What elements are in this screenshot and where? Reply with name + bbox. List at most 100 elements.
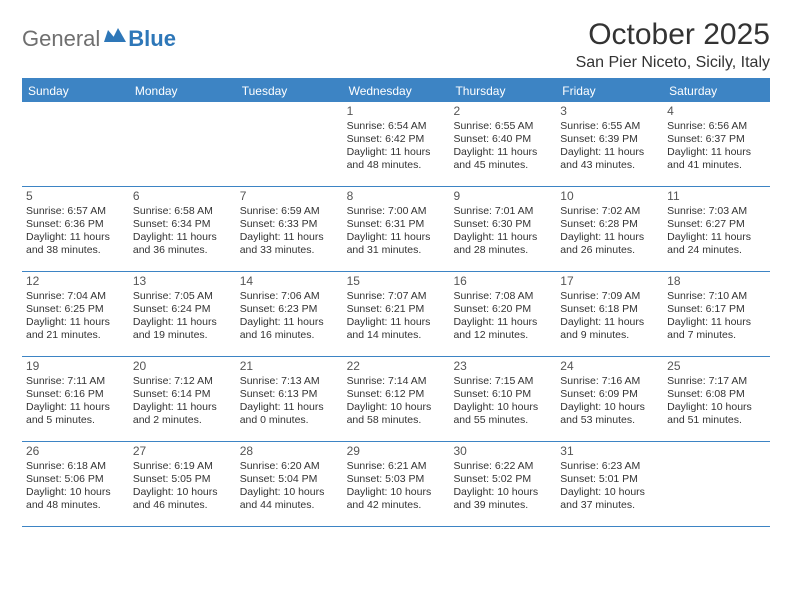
calendar-day-cell: 21Sunrise: 7:13 AMSunset: 6:13 PMDayligh… xyxy=(236,357,343,441)
calendar-day-cell: 5Sunrise: 6:57 AMSunset: 6:36 PMDaylight… xyxy=(22,187,129,271)
day-number: 24 xyxy=(560,359,659,374)
sunset-line: Sunset: 6:21 PM xyxy=(347,303,446,316)
calendar-day-cell: 23Sunrise: 7:15 AMSunset: 6:10 PMDayligh… xyxy=(449,357,556,441)
day-number: 6 xyxy=(133,189,232,204)
calendar-empty-cell xyxy=(663,442,770,526)
weekday-header: Thursday xyxy=(449,80,556,102)
brand-logo: General Blue xyxy=(22,18,176,54)
calendar-day-cell: 17Sunrise: 7:09 AMSunset: 6:18 PMDayligh… xyxy=(556,272,663,356)
calendar-day-cell: 7Sunrise: 6:59 AMSunset: 6:33 PMDaylight… xyxy=(236,187,343,271)
calendar-day-cell: 10Sunrise: 7:02 AMSunset: 6:28 PMDayligh… xyxy=(556,187,663,271)
calendar-day-cell: 19Sunrise: 7:11 AMSunset: 6:16 PMDayligh… xyxy=(22,357,129,441)
sunset-line: Sunset: 6:36 PM xyxy=(26,218,125,231)
calendar-day-cell: 6Sunrise: 6:58 AMSunset: 6:34 PMDaylight… xyxy=(129,187,236,271)
daylight-line: Daylight: 11 hours and 41 minutes. xyxy=(667,146,766,172)
sunrise-line: Sunrise: 6:55 AM xyxy=(560,120,659,133)
day-number: 13 xyxy=(133,274,232,289)
sunset-line: Sunset: 6:10 PM xyxy=(453,388,552,401)
sunrise-line: Sunrise: 7:14 AM xyxy=(347,375,446,388)
day-number: 29 xyxy=(347,444,446,459)
day-number: 16 xyxy=(453,274,552,289)
sunrise-line: Sunrise: 7:11 AM xyxy=(26,375,125,388)
sunrise-line: Sunrise: 7:01 AM xyxy=(453,205,552,218)
daylight-line: Daylight: 11 hours and 16 minutes. xyxy=(240,316,339,342)
sunset-line: Sunset: 6:39 PM xyxy=(560,133,659,146)
calendar-day-cell: 2Sunrise: 6:55 AMSunset: 6:40 PMDaylight… xyxy=(449,102,556,186)
sunset-line: Sunset: 5:01 PM xyxy=(560,473,659,486)
page-title: October 2025 xyxy=(576,18,770,52)
sunrise-line: Sunrise: 7:10 AM xyxy=(667,290,766,303)
sunset-line: Sunset: 5:03 PM xyxy=(347,473,446,486)
sunset-line: Sunset: 6:13 PM xyxy=(240,388,339,401)
calendar-day-cell: 25Sunrise: 7:17 AMSunset: 6:08 PMDayligh… xyxy=(663,357,770,441)
day-number: 30 xyxy=(453,444,552,459)
day-number: 18 xyxy=(667,274,766,289)
daylight-line: Daylight: 10 hours and 37 minutes. xyxy=(560,486,659,512)
daylight-line: Daylight: 11 hours and 45 minutes. xyxy=(453,146,552,172)
sunset-line: Sunset: 6:33 PM xyxy=(240,218,339,231)
sunset-line: Sunset: 6:28 PM xyxy=(560,218,659,231)
page-header: General Blue October 2025 San Pier Nicet… xyxy=(22,18,770,72)
daylight-line: Daylight: 10 hours and 58 minutes. xyxy=(347,401,446,427)
sunrise-line: Sunrise: 7:05 AM xyxy=(133,290,232,303)
daylight-line: Daylight: 11 hours and 0 minutes. xyxy=(240,401,339,427)
calendar-day-cell: 20Sunrise: 7:12 AMSunset: 6:14 PMDayligh… xyxy=(129,357,236,441)
weekday-header: Friday xyxy=(556,80,663,102)
daylight-line: Daylight: 10 hours and 46 minutes. xyxy=(133,486,232,512)
title-block: October 2025 San Pier Niceto, Sicily, It… xyxy=(576,18,770,72)
day-number: 20 xyxy=(133,359,232,374)
calendar-day-cell: 26Sunrise: 6:18 AMSunset: 5:06 PMDayligh… xyxy=(22,442,129,526)
calendar-day-cell: 27Sunrise: 6:19 AMSunset: 5:05 PMDayligh… xyxy=(129,442,236,526)
calendar-day-cell: 9Sunrise: 7:01 AMSunset: 6:30 PMDaylight… xyxy=(449,187,556,271)
calendar-empty-cell xyxy=(129,102,236,186)
day-number: 11 xyxy=(667,189,766,204)
sunset-line: Sunset: 6:42 PM xyxy=(347,133,446,146)
daylight-line: Daylight: 10 hours and 39 minutes. xyxy=(453,486,552,512)
calendar-week-row: 26Sunrise: 6:18 AMSunset: 5:06 PMDayligh… xyxy=(22,442,770,527)
weekday-header: Tuesday xyxy=(236,80,343,102)
day-number: 9 xyxy=(453,189,552,204)
sunset-line: Sunset: 6:17 PM xyxy=(667,303,766,316)
sunset-line: Sunset: 6:12 PM xyxy=(347,388,446,401)
day-number: 15 xyxy=(347,274,446,289)
sunrise-line: Sunrise: 6:54 AM xyxy=(347,120,446,133)
calendar-day-cell: 30Sunrise: 6:22 AMSunset: 5:02 PMDayligh… xyxy=(449,442,556,526)
day-number: 4 xyxy=(667,104,766,119)
sunrise-line: Sunrise: 7:04 AM xyxy=(26,290,125,303)
sunset-line: Sunset: 6:08 PM xyxy=(667,388,766,401)
daylight-line: Daylight: 11 hours and 2 minutes. xyxy=(133,401,232,427)
day-number: 25 xyxy=(667,359,766,374)
calendar-day-cell: 3Sunrise: 6:55 AMSunset: 6:39 PMDaylight… xyxy=(556,102,663,186)
day-number: 5 xyxy=(26,189,125,204)
sunset-line: Sunset: 6:09 PM xyxy=(560,388,659,401)
day-number: 26 xyxy=(26,444,125,459)
sunset-line: Sunset: 6:27 PM xyxy=(667,218,766,231)
day-number: 28 xyxy=(240,444,339,459)
calendar-week-row: 19Sunrise: 7:11 AMSunset: 6:16 PMDayligh… xyxy=(22,357,770,442)
sunrise-line: Sunrise: 6:59 AM xyxy=(240,205,339,218)
sunrise-line: Sunrise: 7:00 AM xyxy=(347,205,446,218)
sunset-line: Sunset: 6:23 PM xyxy=(240,303,339,316)
calendar-day-cell: 24Sunrise: 7:16 AMSunset: 6:09 PMDayligh… xyxy=(556,357,663,441)
day-number: 17 xyxy=(560,274,659,289)
daylight-line: Daylight: 11 hours and 28 minutes. xyxy=(453,231,552,257)
calendar-day-cell: 28Sunrise: 6:20 AMSunset: 5:04 PMDayligh… xyxy=(236,442,343,526)
calendar-week-row: 5Sunrise: 6:57 AMSunset: 6:36 PMDaylight… xyxy=(22,187,770,272)
day-number: 21 xyxy=(240,359,339,374)
daylight-line: Daylight: 11 hours and 38 minutes. xyxy=(26,231,125,257)
calendar-empty-cell xyxy=(236,102,343,186)
sunrise-line: Sunrise: 6:18 AM xyxy=(26,460,125,473)
daylight-line: Daylight: 11 hours and 33 minutes. xyxy=(240,231,339,257)
sunrise-line: Sunrise: 7:08 AM xyxy=(453,290,552,303)
daylight-line: Daylight: 10 hours and 51 minutes. xyxy=(667,401,766,427)
daylight-line: Daylight: 11 hours and 19 minutes. xyxy=(133,316,232,342)
sunrise-line: Sunrise: 7:03 AM xyxy=(667,205,766,218)
day-number: 2 xyxy=(453,104,552,119)
daylight-line: Daylight: 11 hours and 31 minutes. xyxy=(347,231,446,257)
weekday-header: Sunday xyxy=(22,80,129,102)
sunset-line: Sunset: 6:20 PM xyxy=(453,303,552,316)
weekday-header-row: SundayMondayTuesdayWednesdayThursdayFrid… xyxy=(22,80,770,102)
sunset-line: Sunset: 5:02 PM xyxy=(453,473,552,486)
sunrise-line: Sunrise: 7:12 AM xyxy=(133,375,232,388)
sunrise-line: Sunrise: 7:07 AM xyxy=(347,290,446,303)
